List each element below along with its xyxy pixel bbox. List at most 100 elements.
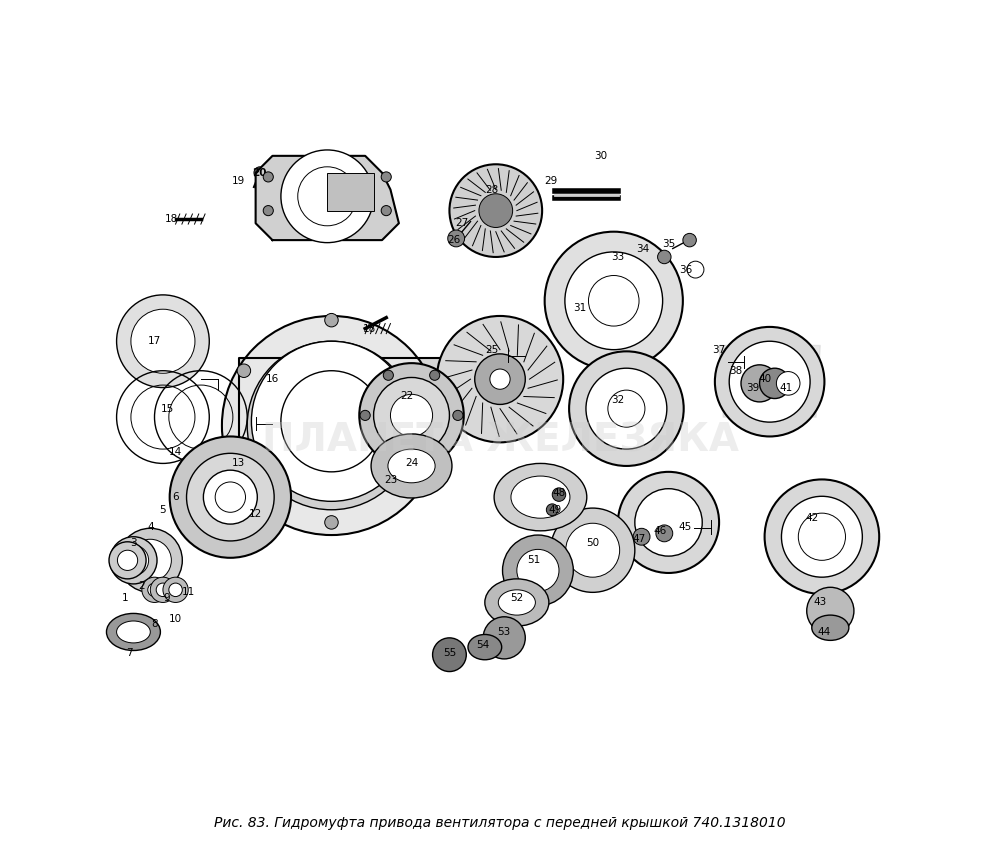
Ellipse shape [433,638,466,671]
Ellipse shape [187,454,274,541]
Ellipse shape [498,590,535,615]
Text: 40: 40 [759,374,772,384]
Ellipse shape [781,496,862,577]
Ellipse shape [776,372,800,395]
Text: 9: 9 [164,593,170,603]
Ellipse shape [729,341,810,422]
Ellipse shape [163,577,188,603]
Ellipse shape [760,368,790,398]
Circle shape [430,450,440,460]
Text: 25: 25 [485,345,498,355]
Ellipse shape [545,231,683,370]
Ellipse shape [741,365,778,402]
Circle shape [430,370,440,380]
Ellipse shape [551,508,635,592]
Text: 14: 14 [169,448,182,458]
Ellipse shape [494,464,587,531]
Text: 3: 3 [130,539,137,549]
Text: 18: 18 [165,214,178,224]
Ellipse shape [479,194,513,227]
Polygon shape [239,358,441,484]
Ellipse shape [169,583,182,597]
Text: 27: 27 [455,218,469,228]
Ellipse shape [110,537,157,584]
Text: 53: 53 [498,627,511,637]
Circle shape [658,250,671,264]
Ellipse shape [374,378,449,454]
Circle shape [237,364,251,378]
Text: 17: 17 [148,336,161,346]
Text: 7: 7 [126,648,133,658]
Ellipse shape [281,150,374,243]
Ellipse shape [117,295,209,387]
Text: 38: 38 [729,366,743,376]
Text: Рис. 83. Гидромуфта привода вентилятора с передней крышкой 740.1318010: Рис. 83. Гидромуфта привода вентилятора … [214,816,786,831]
Ellipse shape [388,449,435,483]
Ellipse shape [449,164,542,257]
Text: 11: 11 [182,587,195,597]
Text: 43: 43 [814,597,827,608]
Text: 12: 12 [249,509,262,519]
Text: 45: 45 [679,522,692,532]
Bar [327,173,374,210]
Text: 42: 42 [805,513,818,523]
Ellipse shape [618,471,719,573]
Text: 28: 28 [485,185,498,195]
Ellipse shape [485,579,549,626]
Text: 50: 50 [586,539,599,549]
Text: 21: 21 [329,176,342,186]
Text: 22: 22 [401,391,414,401]
Text: 16: 16 [266,374,279,384]
Text: 10: 10 [169,614,182,625]
Text: 48: 48 [552,488,566,498]
Ellipse shape [203,470,257,524]
Text: 13: 13 [232,459,245,468]
Text: 37: 37 [712,345,726,355]
Text: 23: 23 [384,475,397,485]
Circle shape [383,370,393,380]
Circle shape [552,488,566,501]
Text: 6: 6 [172,492,179,502]
Ellipse shape [475,354,525,404]
Text: 55: 55 [443,648,456,658]
Circle shape [325,313,338,327]
Ellipse shape [371,434,452,498]
Text: 20: 20 [253,168,267,178]
Ellipse shape [807,587,854,635]
Ellipse shape [222,316,441,535]
Ellipse shape [468,635,502,660]
Ellipse shape [812,615,849,641]
Text: 24: 24 [405,459,418,468]
Ellipse shape [129,540,171,581]
Text: 1: 1 [122,593,128,603]
Text: 29: 29 [544,176,557,186]
Ellipse shape [635,488,702,556]
Ellipse shape [765,479,879,594]
Circle shape [360,410,370,420]
Ellipse shape [586,368,667,449]
Circle shape [683,233,696,247]
Ellipse shape [117,621,150,643]
Ellipse shape [511,476,570,518]
Polygon shape [719,346,820,417]
Ellipse shape [109,542,146,579]
Text: 35: 35 [662,239,675,249]
Ellipse shape [483,617,525,659]
Ellipse shape [569,351,684,466]
Ellipse shape [142,577,167,603]
Circle shape [254,167,266,179]
Text: 2: 2 [139,580,145,591]
Text: 41: 41 [780,383,793,392]
Text: 46: 46 [653,526,667,536]
Circle shape [633,528,650,545]
Text: 39: 39 [746,383,759,392]
Ellipse shape [503,535,573,606]
Text: 30: 30 [595,151,608,161]
Text: 44: 44 [818,627,831,637]
Circle shape [448,230,465,247]
Text: 51: 51 [527,556,540,565]
Circle shape [237,465,251,478]
Ellipse shape [150,577,176,603]
Circle shape [381,172,391,182]
Text: 32: 32 [611,395,625,405]
